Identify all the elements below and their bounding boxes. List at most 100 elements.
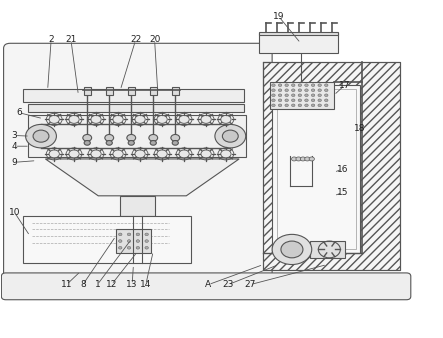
Circle shape [300, 157, 306, 161]
Circle shape [272, 234, 312, 265]
Bar [263, 62, 400, 270]
Circle shape [179, 116, 189, 123]
Text: 23: 23 [222, 280, 234, 289]
Bar [84, 87, 91, 95]
Text: 21: 21 [65, 35, 77, 44]
Circle shape [91, 116, 101, 123]
Circle shape [291, 89, 295, 92]
Text: 2: 2 [48, 35, 54, 44]
Text: 20: 20 [149, 35, 160, 44]
Circle shape [157, 150, 167, 158]
Bar [116, 230, 151, 253]
Bar [272, 85, 360, 253]
Circle shape [325, 99, 328, 102]
Circle shape [26, 124, 56, 148]
Circle shape [128, 141, 134, 145]
Circle shape [136, 233, 140, 236]
Circle shape [127, 233, 131, 236]
Circle shape [318, 84, 322, 87]
Circle shape [311, 89, 315, 92]
Circle shape [311, 99, 315, 102]
Bar [270, 82, 334, 108]
Bar [28, 115, 246, 157]
Circle shape [318, 99, 322, 102]
Text: 14: 14 [140, 280, 152, 289]
Bar [28, 104, 244, 112]
Bar [23, 89, 244, 102]
Text: 8: 8 [80, 280, 85, 289]
Circle shape [221, 150, 231, 158]
Circle shape [311, 104, 315, 107]
Circle shape [272, 89, 275, 92]
Circle shape [305, 99, 308, 102]
Bar [259, 31, 338, 35]
FancyBboxPatch shape [1, 273, 411, 300]
Bar [263, 62, 400, 270]
Circle shape [291, 104, 295, 107]
Circle shape [84, 141, 90, 145]
Circle shape [145, 246, 148, 249]
Circle shape [285, 99, 288, 102]
Bar [259, 33, 338, 53]
FancyBboxPatch shape [4, 43, 272, 295]
Text: A: A [205, 280, 211, 289]
Bar [172, 87, 179, 95]
Circle shape [69, 116, 79, 123]
Circle shape [201, 150, 211, 158]
Circle shape [83, 135, 92, 141]
Circle shape [91, 150, 101, 158]
Circle shape [149, 135, 158, 141]
Circle shape [272, 99, 275, 102]
Circle shape [318, 104, 322, 107]
Circle shape [272, 84, 275, 87]
Circle shape [318, 94, 322, 97]
Text: 1: 1 [94, 280, 100, 289]
Circle shape [318, 89, 322, 92]
Circle shape [135, 150, 145, 158]
Circle shape [172, 141, 179, 145]
Circle shape [157, 116, 167, 123]
Text: 6: 6 [16, 108, 22, 117]
Circle shape [325, 104, 328, 107]
Text: 11: 11 [61, 280, 72, 289]
Circle shape [278, 89, 282, 92]
Circle shape [69, 150, 79, 158]
Bar [276, 89, 356, 249]
Text: 22: 22 [130, 35, 141, 44]
Circle shape [127, 135, 136, 141]
Text: 10: 10 [9, 208, 20, 217]
Circle shape [325, 84, 328, 87]
Circle shape [118, 246, 122, 249]
Text: 16: 16 [337, 165, 348, 173]
Circle shape [113, 150, 123, 158]
Circle shape [33, 130, 49, 142]
Text: 19: 19 [273, 12, 284, 21]
Text: 12: 12 [106, 280, 117, 289]
Text: 27: 27 [245, 280, 256, 289]
Circle shape [272, 94, 275, 97]
Circle shape [291, 94, 295, 97]
Circle shape [127, 246, 131, 249]
Circle shape [201, 116, 211, 123]
Circle shape [291, 99, 295, 102]
Circle shape [135, 116, 145, 123]
Circle shape [105, 135, 114, 141]
Bar [106, 87, 113, 95]
Text: 15: 15 [337, 188, 348, 197]
Circle shape [325, 89, 328, 92]
Circle shape [49, 150, 59, 158]
Bar [23, 216, 190, 263]
Circle shape [127, 240, 131, 242]
Circle shape [179, 150, 189, 158]
Circle shape [298, 104, 302, 107]
Circle shape [136, 240, 140, 242]
Circle shape [136, 246, 140, 249]
Circle shape [305, 84, 308, 87]
Circle shape [113, 116, 123, 123]
Circle shape [305, 94, 308, 97]
Circle shape [145, 240, 148, 242]
Circle shape [311, 94, 315, 97]
Bar [128, 87, 135, 95]
Circle shape [272, 104, 275, 107]
Circle shape [285, 89, 288, 92]
